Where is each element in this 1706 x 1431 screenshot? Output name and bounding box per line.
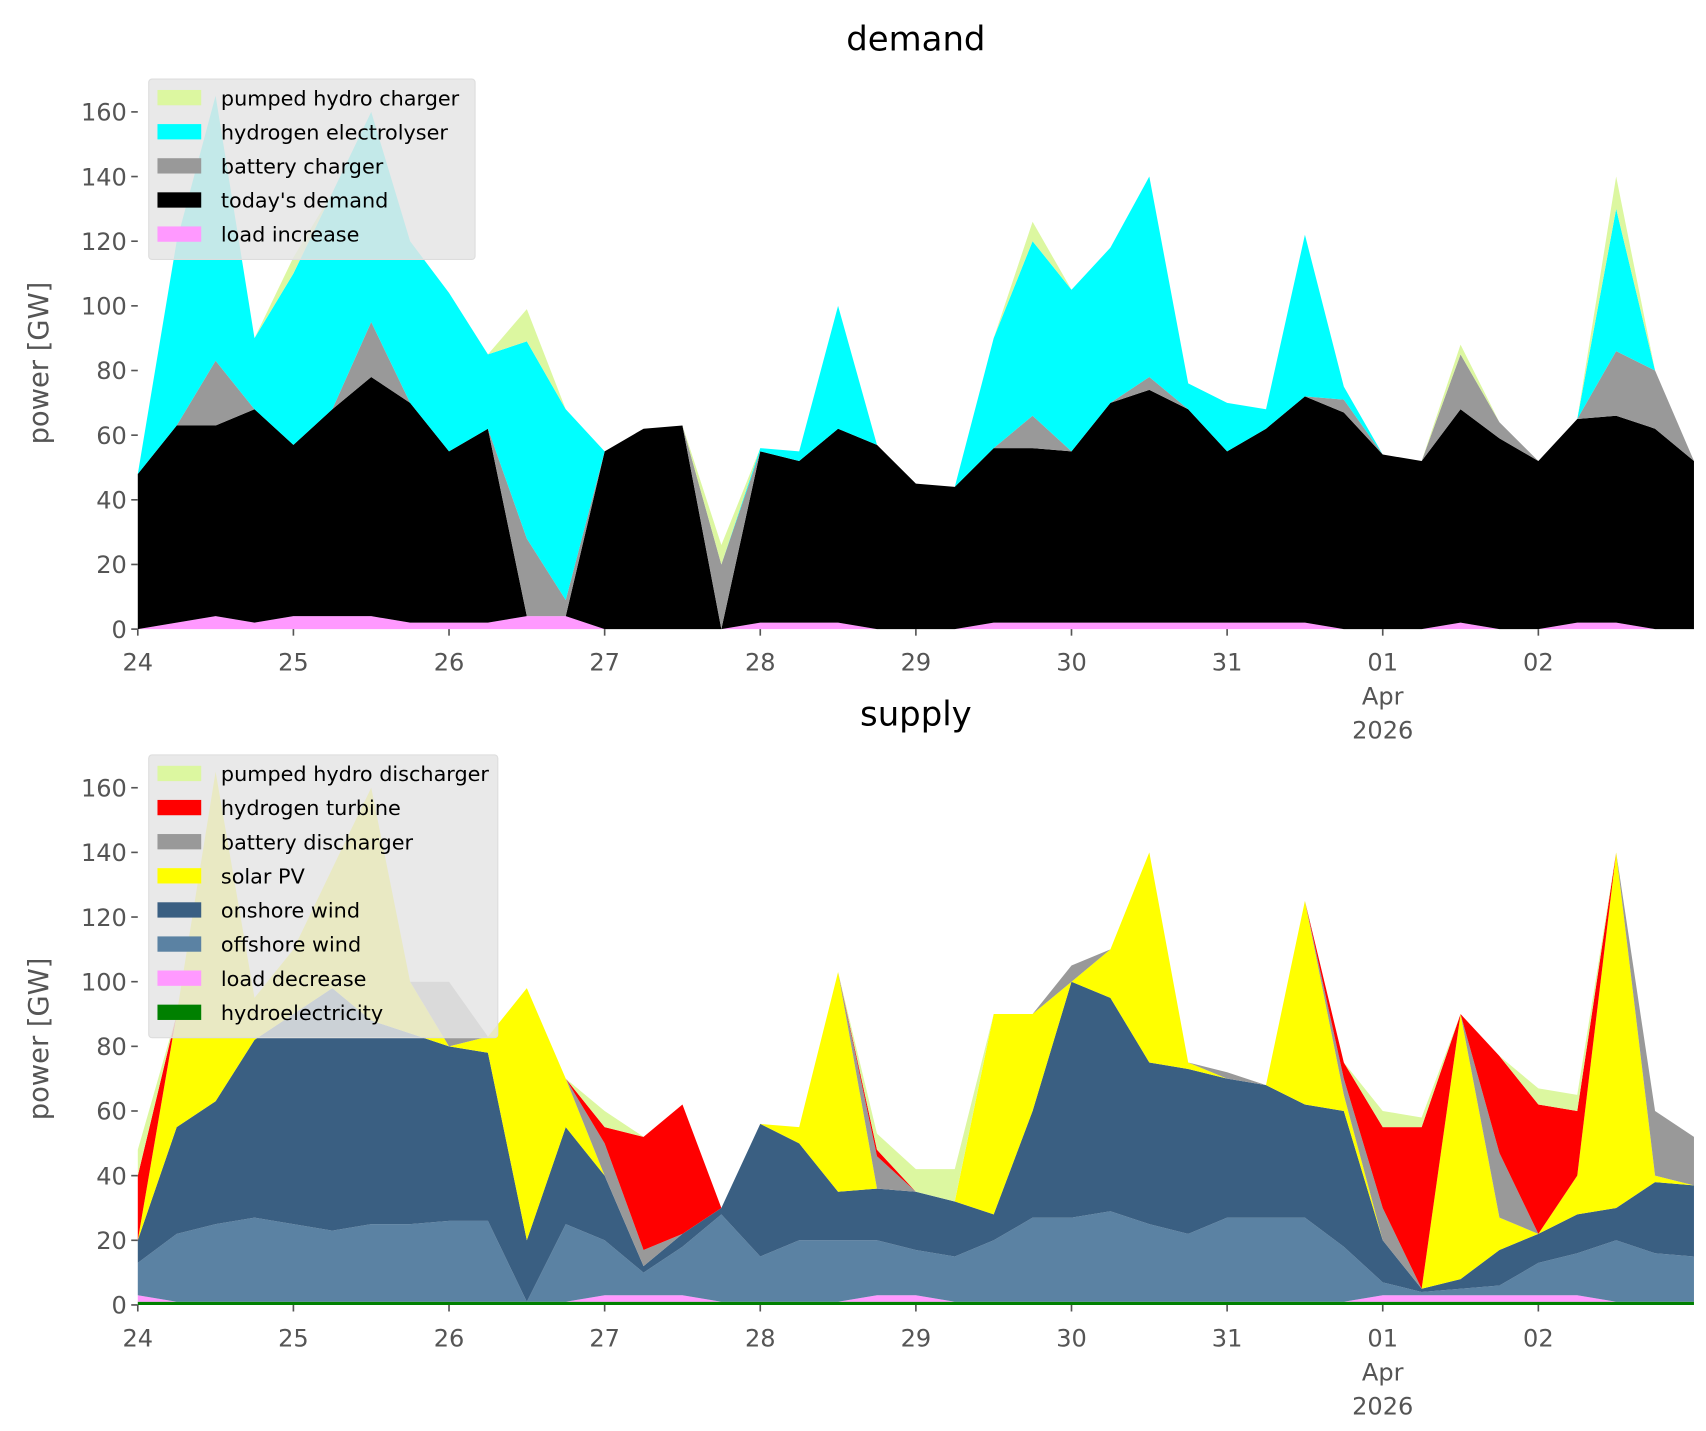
- legend-label: hydroelectricity: [221, 1001, 383, 1025]
- y-tick-label: 140: [81, 163, 127, 191]
- y-tick-label: 120: [81, 904, 127, 932]
- chart-title: supply: [860, 694, 972, 733]
- x-tick-label: 26: [434, 649, 465, 677]
- x-tick-label: 29: [901, 1325, 932, 1353]
- legend-swatch: [157, 936, 202, 952]
- x-tick-label: 25: [278, 1325, 309, 1353]
- y-tick-label: 20: [96, 1227, 127, 1255]
- x-tick-label: 01 Apr 2026: [1352, 649, 1413, 745]
- y-tick-label: 0: [112, 616, 127, 644]
- y-axis-label: power [GW]: [24, 958, 55, 1121]
- x-tick-label: 27: [589, 649, 620, 677]
- legend-label: battery discharger: [221, 830, 414, 854]
- legend-label: pumped hydro discharger: [221, 762, 490, 786]
- legend-label: load decrease: [221, 967, 367, 991]
- legend-swatch: [157, 89, 202, 106]
- x-tick-label: 30: [1056, 649, 1087, 677]
- legend-label: onshore wind: [221, 899, 360, 923]
- area: [137, 1211, 1694, 1302]
- legend-label: hydrogen turbine: [221, 796, 401, 820]
- x-tick-label: 26: [434, 1325, 465, 1353]
- legend-label: battery charger: [221, 155, 384, 179]
- legend-label: pumped hydro charger: [221, 86, 460, 110]
- y-tick-label: 60: [96, 422, 127, 450]
- legend-swatch: [157, 192, 202, 208]
- area: [137, 322, 1694, 630]
- y-tick-label: 40: [96, 487, 127, 515]
- x-tick-label: 24: [122, 1325, 153, 1353]
- chart-title: demand: [846, 20, 985, 59]
- legend-label: hydrogen electrolyser: [221, 120, 448, 144]
- legend-label: solar PV: [221, 864, 306, 888]
- x-tick-label: 31: [1212, 649, 1243, 677]
- x-tick-label: 30: [1056, 1325, 1087, 1353]
- legend-box: [148, 78, 476, 261]
- legend-swatch: [157, 799, 202, 816]
- legend-label: today's demand: [221, 189, 388, 213]
- x-tick-label: 24: [122, 649, 153, 677]
- x-tick-label: 28: [745, 649, 776, 677]
- x-tick-label: 25: [278, 649, 309, 677]
- y-axis-label: power [GW]: [24, 282, 55, 445]
- y-tick-label: 20: [96, 551, 127, 579]
- legend-swatch: [157, 226, 202, 242]
- legend-label: load increase: [221, 223, 360, 247]
- legend-swatch: [157, 158, 202, 174]
- legend-swatch: [157, 765, 202, 782]
- legend-swatch: [157, 902, 202, 918]
- area: [137, 1295, 1694, 1302]
- legend-box: [148, 754, 499, 1039]
- y-tick-label: 140: [81, 839, 127, 867]
- area: [137, 616, 1694, 630]
- x-tick-label: 01 Apr 2026: [1352, 1325, 1413, 1421]
- legend-swatch: [157, 970, 202, 986]
- x-tick-label: 02: [1523, 649, 1554, 677]
- y-tick-label: 80: [96, 1033, 127, 1061]
- area: [137, 376, 1694, 630]
- area: [137, 1301, 1694, 1305]
- y-tick-label: 160: [81, 99, 127, 127]
- y-tick-label: 120: [81, 228, 127, 256]
- area: [137, 95, 1694, 601]
- x-tick-label: 02: [1523, 1325, 1554, 1353]
- legend-swatch: [157, 1004, 202, 1020]
- area: [137, 981, 1694, 1302]
- y-tick-label: 60: [96, 1098, 127, 1126]
- x-tick-label: 29: [901, 649, 932, 677]
- legend-swatch: [157, 124, 202, 140]
- x-tick-label: 28: [745, 1325, 776, 1353]
- y-tick-label: 0: [112, 1292, 127, 1320]
- y-tick-label: 100: [81, 968, 127, 996]
- x-tick-label: 27: [589, 1325, 620, 1353]
- legend-label: offshore wind: [221, 933, 361, 957]
- y-tick-label: 160: [81, 774, 127, 802]
- x-tick-label: 31: [1212, 1325, 1243, 1353]
- legend-swatch: [157, 868, 202, 884]
- area: [137, 771, 1694, 1289]
- y-tick-label: 40: [96, 1162, 127, 1190]
- legend-swatch: [157, 834, 202, 850]
- y-tick-label: 80: [96, 357, 127, 385]
- y-tick-label: 100: [81, 293, 127, 321]
